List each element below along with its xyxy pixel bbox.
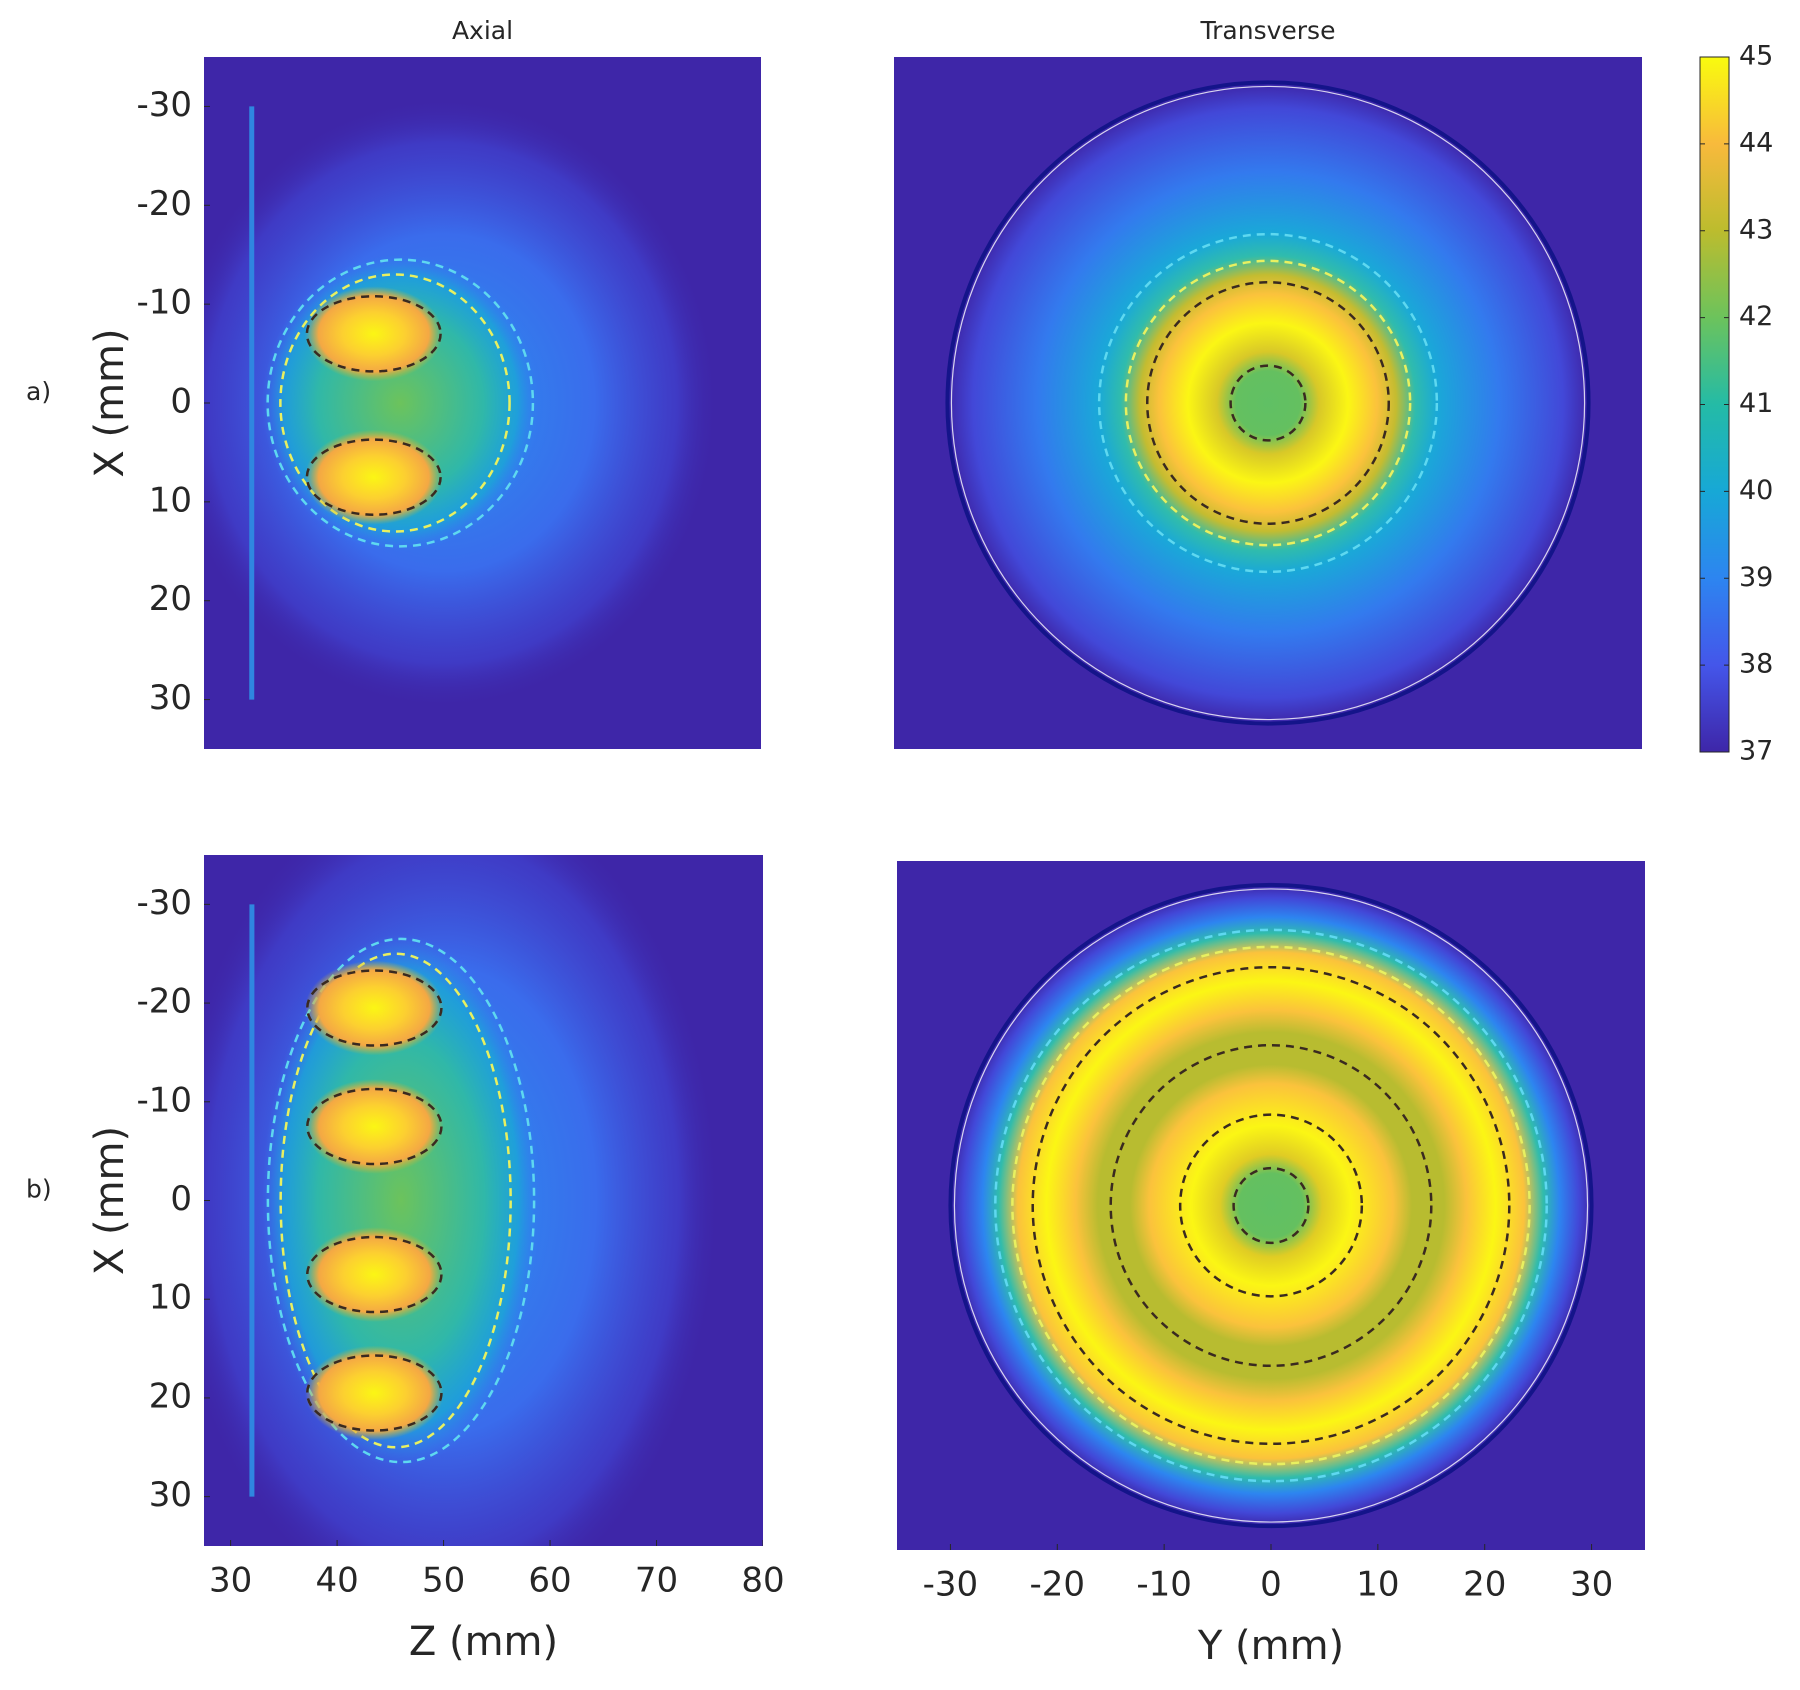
y-tick-label: 0 (170, 1179, 192, 1219)
contour (1011, 945, 1531, 1466)
y-tick-label: -10 (136, 283, 192, 323)
colorbar-tick-label: 43 (1739, 214, 1773, 245)
y-tick-label: 30 (149, 678, 192, 718)
boundary (948, 882, 1594, 1529)
heatmap (204, 57, 761, 749)
hot-spot (305, 1345, 444, 1441)
contour (1124, 259, 1412, 547)
y-tick-label: 10 (149, 480, 192, 520)
boundary (953, 888, 1589, 1523)
x-tick-label: 30 (1570, 1565, 1613, 1605)
colorbar-tick-label: 40 (1739, 475, 1773, 506)
contour (1229, 364, 1307, 442)
contour (305, 438, 442, 516)
heatmap (204, 855, 763, 1546)
y-axis-label: X (mm) (87, 328, 133, 477)
heatmap (897, 861, 1645, 1550)
colorbar-tick-label: 42 (1739, 301, 1773, 332)
contour (306, 1354, 443, 1432)
hot-spot (305, 960, 444, 1056)
contour (279, 952, 512, 1449)
y-tick-label: -20 (136, 184, 192, 224)
contour (306, 1235, 443, 1314)
contour (306, 1087, 443, 1166)
y-tick-label: 20 (149, 579, 192, 619)
colorbar-tick-label: 44 (1739, 127, 1773, 158)
panel-label: b) (26, 1175, 52, 1204)
x-axis-label: Z (mm) (409, 1619, 558, 1665)
colorbar-tick-label: 37 (1739, 736, 1773, 767)
contour (305, 294, 442, 373)
hot-spot (305, 1079, 444, 1174)
x-tick-label: -10 (1136, 1565, 1192, 1605)
x-tick-label: 40 (315, 1561, 358, 1601)
y-tick-label: 20 (149, 1376, 192, 1416)
y-tick-label: 30 (149, 1475, 192, 1515)
x-tick-label: 0 (1260, 1565, 1282, 1605)
x-tick-label: 80 (741, 1561, 784, 1601)
hot-spot (305, 1227, 444, 1322)
y-tick-label: 10 (149, 1278, 192, 1318)
heat-disc (950, 884, 1592, 1527)
panel-label: a) (26, 377, 51, 406)
contour (266, 258, 535, 548)
y-tick-label: -30 (136, 85, 192, 125)
x-tick-label: 30 (209, 1561, 252, 1601)
contour (1031, 965, 1511, 1446)
contour (266, 937, 536, 1464)
x-tick-label: -20 (1030, 1565, 1086, 1605)
x-axis-label: Y (mm) (1197, 1623, 1344, 1669)
y-tick-label: -30 (136, 883, 192, 923)
contour (279, 273, 511, 533)
y-tick-label: -10 (136, 1080, 192, 1120)
colorbar-tick-label: 39 (1739, 562, 1773, 593)
boundary (950, 85, 1586, 721)
x-tick-label: 20 (1463, 1565, 1506, 1605)
y-tick-label: -20 (136, 982, 192, 1022)
x-tick-label: 10 (1356, 1565, 1399, 1605)
contour (994, 928, 1548, 1483)
panel-title: Axial (452, 16, 513, 45)
panel-title: Transverse (1200, 16, 1336, 45)
contour (1232, 1166, 1310, 1245)
y-tick-label: 0 (170, 382, 192, 422)
colorbar-tick-label: 45 (1739, 41, 1773, 72)
heat-disc (947, 82, 1589, 724)
contour (1146, 281, 1390, 525)
boundary (945, 80, 1591, 726)
x-tick-label: 50 (422, 1561, 465, 1601)
colorbar-tick-label: 41 (1739, 388, 1773, 419)
x-tick-label: -30 (923, 1565, 979, 1605)
heat-region (262, 933, 540, 1468)
heatmap (894, 57, 1642, 749)
contour (1178, 1113, 1364, 1298)
y-axis-label: X (mm) (87, 1126, 133, 1275)
contour (1109, 1043, 1433, 1368)
contour (1097, 232, 1439, 574)
contour (306, 969, 443, 1047)
colorbar-tick-label: 38 (1739, 649, 1773, 680)
hot-spot (304, 429, 443, 525)
x-tick-label: 60 (528, 1561, 571, 1601)
x-tick-label: 70 (635, 1561, 678, 1601)
hot-spot (304, 286, 443, 382)
